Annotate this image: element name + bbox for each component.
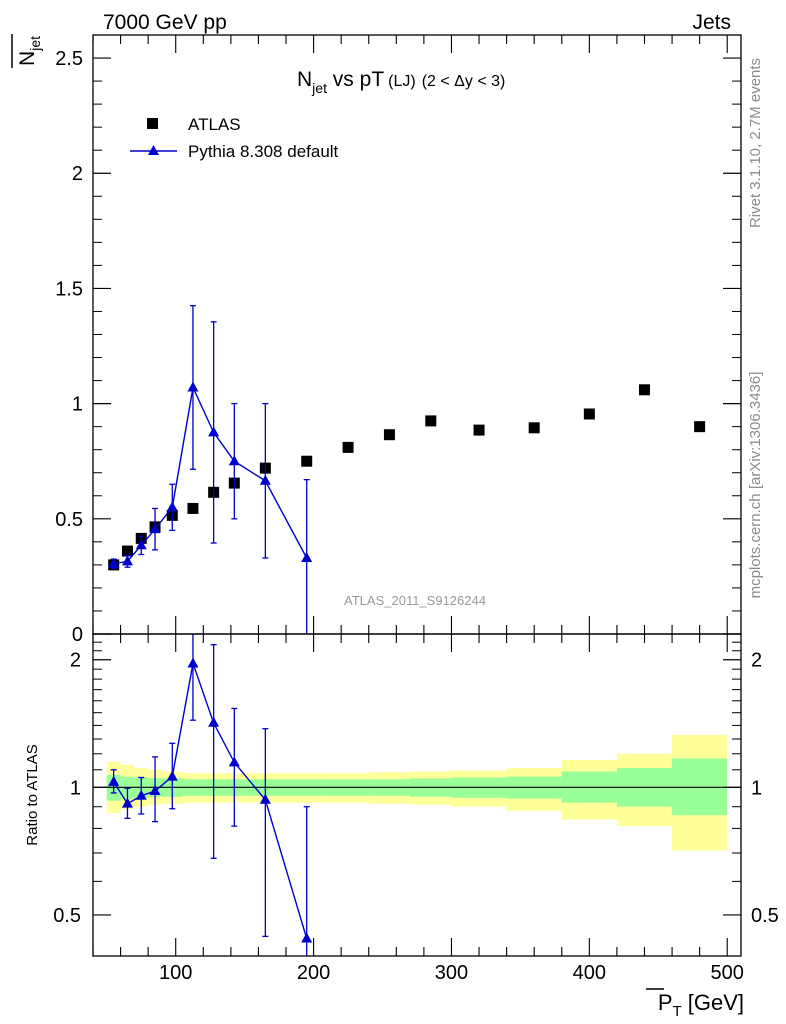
xtick-label: 400 xyxy=(573,962,606,984)
rivet-label: Rivet 3.1.10, 2.7M events xyxy=(747,58,764,228)
ratio-point xyxy=(228,756,240,767)
main-data-layer xyxy=(108,305,706,634)
ratio-ylabel: Ratio to ATLAS xyxy=(24,744,41,845)
main-title: Njet vs pT (LJ) (2 < Δy < 3) xyxy=(297,68,505,96)
pythia-point xyxy=(121,555,133,566)
legend-pythia-label: Pythia 8.308 default xyxy=(188,142,339,161)
xlabel-text: PT [GeV] xyxy=(658,990,744,1020)
pythia-line xyxy=(113,385,308,565)
atlas-point xyxy=(583,408,595,420)
ratio-point xyxy=(166,770,178,781)
pythia-point xyxy=(135,539,147,550)
atlas-point xyxy=(121,545,133,557)
main-panel: 00.511.522.5 Njet vs pT (LJ) (2 < Δy < 3) … xyxy=(11,34,742,646)
ratio-ytick-label-right: 1 xyxy=(751,777,762,799)
atlas-point xyxy=(187,502,199,514)
main-ytick-label: 2 xyxy=(72,163,83,185)
ratio-point xyxy=(301,932,313,943)
ratio-panel: 0.5 0.5 1 1 2 2 100 200 300 400 500 Ratio to ATLAS… xyxy=(24,633,779,1020)
main-ytick-label: 1 xyxy=(72,394,83,416)
title-range: (2 < Δy < 3) xyxy=(422,73,506,90)
pythia-point xyxy=(259,474,271,485)
header-left: 7000 GeV pp xyxy=(103,11,227,34)
title-small: (LJ) xyxy=(388,73,416,90)
main-ytick-label: 0 xyxy=(72,624,83,646)
ratio-ytick-label: 2 xyxy=(70,650,81,672)
pythia-point xyxy=(301,551,313,562)
ratio-point xyxy=(187,657,199,668)
pythia-point xyxy=(228,455,240,466)
title-sub: jet xyxy=(311,80,327,96)
title-n: N xyxy=(297,68,312,91)
ratio-pythia-line xyxy=(113,660,308,939)
atlas-point xyxy=(301,455,313,467)
header-right: Jets xyxy=(692,11,731,34)
title-rest: vs pT xyxy=(327,68,384,91)
atlas-point xyxy=(528,422,540,434)
ratio-point xyxy=(108,775,120,786)
xtick-label: 200 xyxy=(297,962,330,984)
pythia-point xyxy=(208,426,220,437)
pythia-point xyxy=(149,523,161,534)
xtick-label: 500 xyxy=(711,962,744,984)
main-ylabel: Njet xyxy=(11,34,43,68)
legend-pythia-marker xyxy=(148,145,159,155)
ratio-point xyxy=(121,797,133,808)
xlabel-sub: T xyxy=(673,1003,682,1020)
ratio-ytick-label-right: 2 xyxy=(751,650,762,672)
ratio-point xyxy=(149,785,161,796)
legend-atlas-marker xyxy=(147,118,158,129)
xlabel: PT [GeV] xyxy=(646,988,744,1020)
ratio-data-layer xyxy=(108,634,313,956)
pythia-point xyxy=(108,557,120,568)
ratio-ytick-label: 0.5 xyxy=(53,905,81,927)
main-ytick-label: 2.5 xyxy=(55,48,83,70)
ratio-point xyxy=(259,793,271,804)
ratio-ticks: 0.5 0.5 1 1 2 2 100 200 300 400 500 xyxy=(53,634,779,984)
legend-atlas-label: ATLAS xyxy=(188,115,241,134)
atlas-point xyxy=(473,424,485,436)
legend: ATLAS Pythia 8.308 default xyxy=(130,115,339,161)
main-ytick-label: 1.5 xyxy=(55,278,83,300)
atlas-point xyxy=(425,415,437,427)
mcplots-label: mcplots.cern.ch [arXiv:1306.3436] xyxy=(747,372,764,599)
atlas-point xyxy=(383,429,395,441)
xlabel-unit: [GeV] xyxy=(688,990,744,1015)
main-ytick-label: 0.5 xyxy=(55,509,83,531)
xtick-label: 100 xyxy=(159,962,192,984)
pythia-point xyxy=(187,381,199,392)
ratio-point xyxy=(208,716,220,727)
pythia-point xyxy=(166,501,178,512)
ylabel-sub: jet xyxy=(27,36,43,52)
ratio-ytick-label: 1 xyxy=(70,777,81,799)
analysis-watermark: ATLAS_2011_S9126244 xyxy=(344,593,486,608)
atlas-point xyxy=(638,384,650,396)
xlabel-p: P xyxy=(658,990,673,1015)
ylabel-n: N xyxy=(16,51,39,66)
ylabel-text: Njet xyxy=(16,36,43,66)
atlas-point xyxy=(694,421,706,433)
ratio-ytick-label-right: 0.5 xyxy=(751,905,779,927)
ratio-bands xyxy=(93,734,741,851)
main-ticks: 0 0.5 1 1.5 2 2.5 xyxy=(55,35,741,646)
xtick-label: 300 xyxy=(435,962,468,984)
ratio-frame xyxy=(92,633,742,957)
atlas-point xyxy=(342,441,354,453)
ratio-point xyxy=(135,789,147,800)
